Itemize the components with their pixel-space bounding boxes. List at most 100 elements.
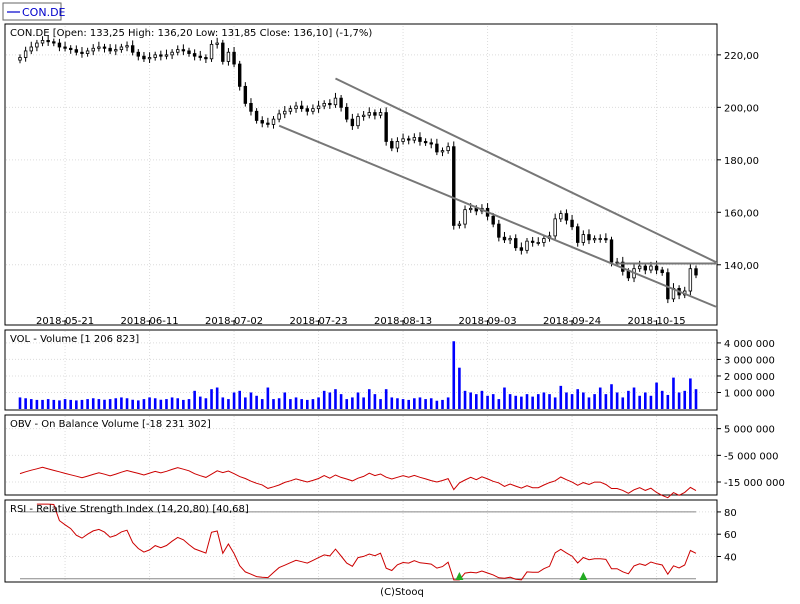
footer-credit: (C)Stooq [380,587,424,598]
candle-body [328,103,332,106]
volume-bar [514,395,518,409]
candle-body [46,40,50,43]
candle-body [316,105,321,110]
candle-body [226,51,231,62]
candle-body [164,54,169,57]
volume-bar [672,377,675,409]
volume-bar [644,392,647,409]
candle-body [52,41,56,44]
candle-body [333,97,338,106]
volume-bar [441,399,444,409]
volume-bar [604,394,608,409]
volume-bar [627,390,630,409]
volume-bar [272,399,275,409]
volume-bar [638,395,641,409]
candle-body [587,234,591,241]
volume-bar [334,389,337,409]
candle-body [401,138,405,142]
legend-tab[interactable]: CON.DE [2,2,66,21]
candle-body [609,239,614,263]
volume-bar [683,390,687,409]
volume-bar [193,390,196,409]
volume-bar [480,390,484,409]
volume-bars [18,341,698,409]
volume-bar [649,395,653,409]
candle-body [299,105,304,110]
volume-bar [63,399,67,409]
price-panel-frame [4,23,718,326]
volume-bar [548,394,551,409]
candle-body [508,238,512,241]
volume-bar [148,397,151,409]
candle-body [468,207,473,211]
candle-body [249,103,253,112]
volume-bar [137,400,140,409]
volume-bar [176,398,180,409]
candle-body [598,238,602,240]
volume-bar [18,397,22,409]
volume-bar [553,397,557,409]
trend-channel-lines [278,77,717,308]
candle-body [260,120,264,124]
volume-bar [204,398,208,409]
volume-bar [458,367,461,409]
candle-body [564,213,569,221]
candle-body [108,47,112,52]
candle-body [91,47,95,52]
volume-bar [390,397,394,409]
rsi-panel-title: RSI - Relative Strength Index (14,20,80)… [10,504,249,515]
volume-bar [621,397,625,409]
volume-bar [153,398,157,409]
obv-y-tick-label: -15 000 000 [724,478,785,489]
candle-body [192,53,197,57]
candle-body [525,240,529,251]
volume-bar [655,382,658,409]
candle-body [452,146,456,226]
candle-body [40,40,45,44]
volume-bar [29,399,33,409]
candle-body [130,45,135,53]
candle-body [457,223,462,226]
volume-bar [475,394,478,409]
obv-panel-title: OBV - On Balance Volume [-18 231 302] [10,419,211,430]
volume-bar [576,389,579,409]
candle-body [350,118,355,127]
volume-y-tick-label: 2 000 000 [724,372,775,383]
volume-bar [351,397,354,409]
volume-bar [413,398,416,409]
volume-bar [306,399,309,409]
rsi-y-tick-label: 60 [724,530,737,541]
candle-body [390,141,394,149]
candle-body [378,112,383,116]
candle-body [412,137,417,141]
candle-body [29,46,33,52]
candle-body [221,42,225,62]
candle-body [102,46,107,49]
candle-body [288,108,293,112]
volume-bar [367,389,371,409]
candle-body [395,141,400,149]
obv-y-tick-label: 5 000 000 [724,425,775,436]
candle-body [237,63,242,87]
x-tick-label: 2018-05-21 [36,316,94,327]
volume-bar [587,397,591,409]
x-tick-label: 2018-08-13 [374,316,432,327]
candle-body [688,268,693,292]
volume-bar [666,394,670,409]
volume-bar [182,399,185,409]
volume-bar [463,390,467,409]
volume-bar [424,399,427,409]
volume-bar [322,390,326,409]
candle-body [142,55,146,60]
volume-y-tick-label: 1 000 000 [724,388,775,399]
axis-ticks: 2018-05-21 2018-06-11 2018-07-02 2018-07-23… [36,51,785,564]
volume-bar [570,394,574,409]
volume-bar [525,394,529,409]
volume-bar [469,392,472,409]
volume-bar [615,392,619,409]
volume-bar [446,397,450,409]
volume-bar [677,392,681,409]
volume-bar [384,389,388,409]
candle-body [604,238,608,241]
